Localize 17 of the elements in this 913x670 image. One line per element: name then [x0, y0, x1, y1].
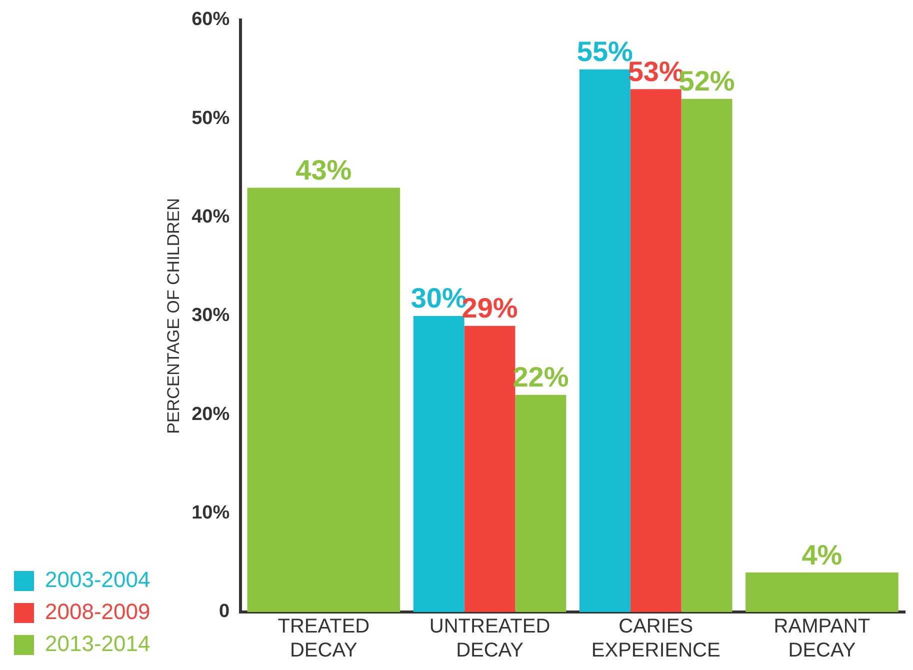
y-axis-title: PERCENTAGE OF CHILDREN — [164, 198, 184, 434]
y-tick-label: 30% — [192, 305, 230, 326]
x-tick-label: TREATED DECAY — [278, 616, 370, 662]
y-tick-label: 40% — [192, 206, 230, 228]
legend-label: 2013-2014 — [45, 631, 150, 656]
y-tick-label: 50% — [192, 108, 230, 129]
y-tick-label: 60% — [192, 9, 230, 30]
y-tick-label: 10% — [192, 502, 230, 524]
x-tick-label: UNTREATED DECAY — [429, 616, 550, 662]
data-label: 4% — [802, 539, 842, 570]
x-tick-label: CARIES EXPERIENCE — [591, 616, 720, 662]
data-label: 43% — [296, 154, 352, 186]
y-tick-label: 20% — [192, 404, 230, 425]
x-tick-label: RAMPANT DECAY — [774, 616, 870, 662]
legend-label: 2003-2004 — [45, 567, 150, 592]
legend-label: 2008-2009 — [45, 599, 150, 624]
y-tick-label: 0 — [219, 601, 230, 622]
